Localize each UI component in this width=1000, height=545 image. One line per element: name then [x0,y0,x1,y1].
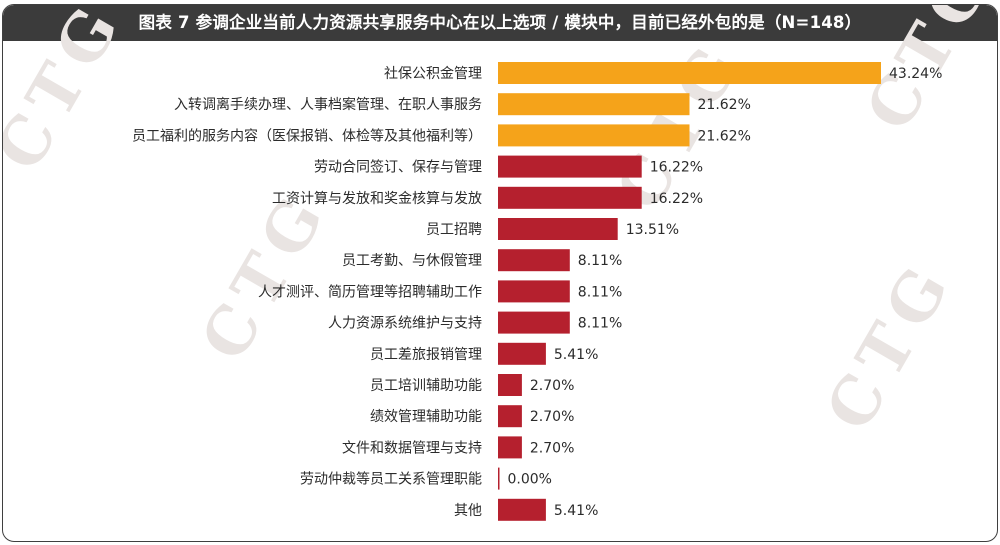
value-label: 16.22% [650,191,703,207]
bar [498,62,881,84]
value-label: 2.70% [530,378,574,394]
bar [498,436,522,459]
category-label: 员工福利的服务内容（医保报销、体检等及其他福利等） [132,127,482,144]
bar [498,93,690,116]
category-label: 员工招聘 [426,222,482,238]
bar [498,249,570,272]
value-label: 8.11% [578,284,622,300]
value-label: 8.11% [578,316,622,332]
bar [498,467,500,490]
value-label: 2.70% [530,409,574,425]
bar [498,124,690,147]
bar [498,374,522,396]
watermark-text: CTG [3,5,138,183]
category-label: 员工考勤、与休假管理 [342,253,482,269]
title-bar: 图表 7 参调企业当前人力资源共享服务中心在以上选项 / 模块中，目前已经外包的… [3,5,997,41]
category-label: 社保公积金管理 [384,66,482,82]
chart-title: 图表 7 参调企业当前人力资源共享服务中心在以上选项 / 模块中，目前已经外包的… [138,13,862,32]
value-label: 13.51% [626,222,679,238]
value-label: 21.62% [698,97,751,113]
bar [498,186,642,209]
category-label: 劳动仲裁等员工关系管理职能 [300,471,482,488]
value-label: 43.24% [889,66,942,82]
value-label: 5.41% [554,503,598,519]
category-label: 其他 [454,503,482,519]
category-label: 人才测评、简历管理等招聘辅助工作 [258,283,482,300]
value-label: 21.62% [698,128,751,144]
category-label: 文件和数据管理与支持 [342,440,482,456]
bar [498,342,546,365]
category-label: 入转调离手续办理、人事档案管理、在职人事服务 [174,96,482,113]
category-label: 员工培训辅助功能 [370,378,482,394]
bars-layer: 社保公积金管理 43.24% 入转调离手续办理、人事档案管理、在职人事服务 21.62… [132,62,942,521]
watermark-text: CTG [812,247,969,443]
category-label: 员工差旅报销管理 [370,347,482,363]
value-label: 2.70% [530,440,574,456]
bar [498,218,618,240]
value-label: 5.41% [554,347,598,363]
bar [498,405,522,428]
value-label: 16.22% [650,160,703,176]
value-label: 8.11% [578,253,622,269]
value-label: 0.00% [508,472,552,488]
bar-chart: CTGCTGCTGCTGCTG 社保公积金管理43.24%入转调离手续办理、人事… [3,5,997,521]
category-label: 劳动合同签订、保存与管理 [314,159,482,176]
category-label: 工资计算与发放和奖金核算与发放 [272,190,482,207]
bar [498,280,570,303]
bar [498,311,570,334]
bar [498,498,546,521]
bar [498,155,642,178]
category-label: 绩效管理辅助功能 [370,409,482,425]
chart-frame: 图表 7 参调企业当前人力资源共享服务中心在以上选项 / 模块中，目前已经外包的… [2,4,998,542]
category-label: 人力资源系统维护与支持 [328,316,482,332]
